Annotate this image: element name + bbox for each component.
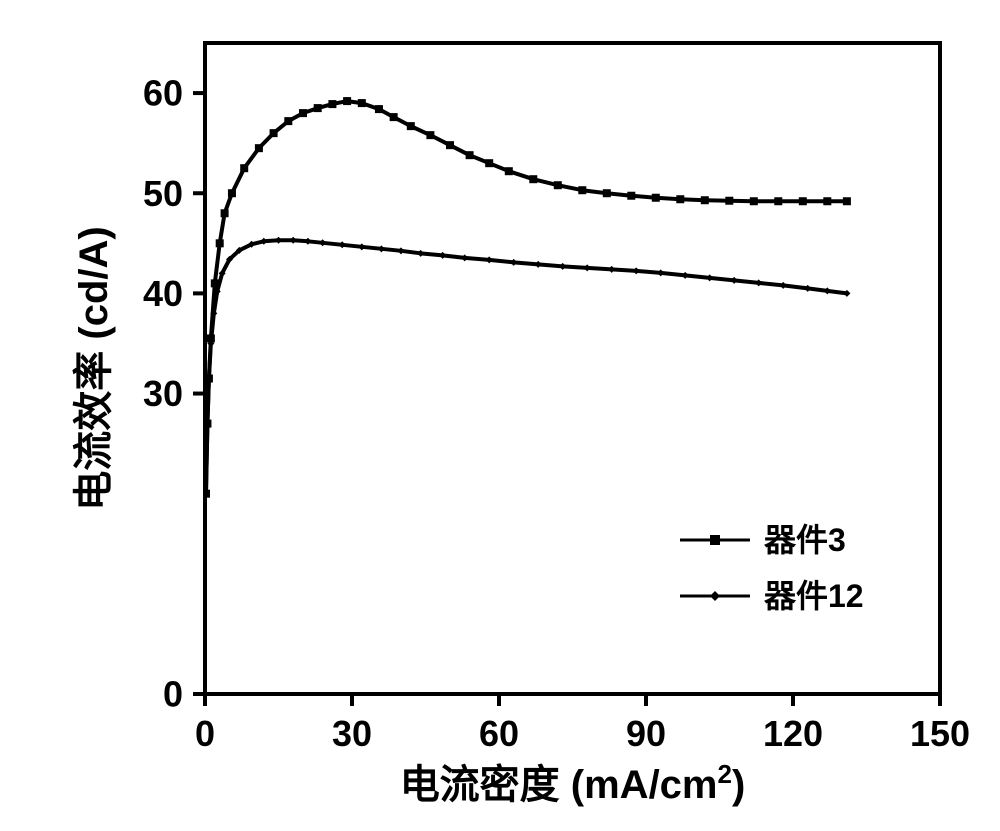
- x-tick-label: 90: [626, 713, 666, 754]
- marker-square: [750, 197, 758, 205]
- marker-square: [446, 141, 454, 149]
- marker-square: [314, 104, 322, 112]
- y-tick-label: 60: [143, 73, 183, 114]
- marker-square: [216, 239, 224, 247]
- marker-square: [328, 100, 336, 108]
- legend-label: 器件12: [763, 578, 864, 614]
- x-tick-label: 120: [763, 713, 823, 754]
- x-tick-label: 0: [195, 713, 215, 754]
- marker-square: [725, 197, 733, 205]
- marker-square: [390, 113, 398, 121]
- marker-square: [676, 195, 684, 203]
- y-tick-label: 30: [143, 373, 183, 414]
- marker-square: [774, 197, 782, 205]
- y-tick-label: 40: [143, 273, 183, 314]
- marker-square: [710, 535, 720, 545]
- x-tick-label: 60: [479, 713, 519, 754]
- y-tick-label: 0: [163, 674, 183, 715]
- marker-square: [529, 175, 537, 183]
- marker-square: [627, 192, 635, 200]
- marker-square: [221, 209, 229, 217]
- marker-square: [485, 159, 493, 167]
- chart-container: 0 30 60 90 120 150 0 30 40 50 60 电流密度 (mA/cm2) 电流效率 …: [0, 0, 1000, 831]
- marker-square: [823, 197, 831, 205]
- marker-square: [255, 144, 263, 152]
- marker-square: [240, 164, 248, 172]
- marker-square: [554, 181, 562, 189]
- legend-label: 器件3: [763, 522, 846, 558]
- marker-square: [358, 99, 366, 107]
- y-axis-label: 电流效率 (cd/A): [72, 226, 116, 510]
- marker-square: [701, 196, 709, 204]
- x-tick-label: 30: [332, 713, 372, 754]
- marker-square: [466, 151, 474, 159]
- marker-square: [270, 129, 278, 137]
- x-axis-label: 电流密度 (mA/cm2): [400, 759, 746, 807]
- marker-square: [505, 167, 513, 175]
- marker-square: [228, 189, 236, 197]
- y-tick-label: 50: [143, 173, 183, 214]
- chart-svg: 0 30 60 90 120 150 0 30 40 50 60 电流密度 (mA/cm2) 电流效率 …: [0, 0, 1000, 831]
- marker-square: [343, 97, 351, 105]
- marker-square: [843, 197, 851, 205]
- marker-square: [603, 189, 611, 197]
- marker-square: [284, 117, 292, 125]
- marker-square: [426, 131, 434, 139]
- marker-square: [799, 197, 807, 205]
- marker-square: [375, 105, 383, 113]
- marker-square: [652, 194, 660, 202]
- marker-square: [578, 186, 586, 194]
- marker-square: [407, 122, 415, 130]
- x-tick-label: 150: [910, 713, 970, 754]
- marker-square: [299, 109, 307, 117]
